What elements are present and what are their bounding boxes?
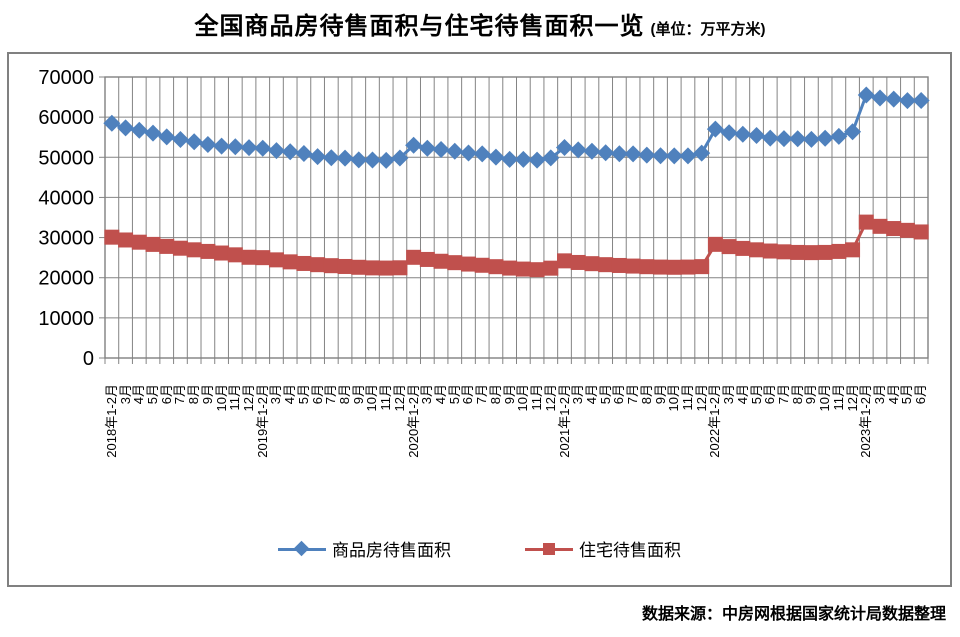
legend-item-commercial: 商品房待售面积 (278, 536, 451, 561)
legend-label-residential: 住宅待售面积 (579, 541, 681, 560)
legend-diamond-marker-icon (278, 540, 326, 556)
chart-title: 全国商品房待售面积与住宅待售面积一览 (194, 13, 645, 40)
svg-text:10000: 10000 (38, 308, 94, 330)
legend-label-commercial: 商品房待售面积 (332, 541, 451, 560)
chart-legend: 商品房待售面积 住宅待售面积 (9, 536, 950, 561)
data-source-note: 数据来源：中房网根据国家统计局数据整理 (641, 606, 946, 623)
svg-text:0: 0 (83, 348, 94, 370)
chart-plot-area: 0 10000 20000 30000 40000 50000 60000 70000 (38, 67, 930, 370)
svg-text:40000: 40000 (38, 187, 94, 209)
svg-text:70000: 70000 (38, 67, 94, 89)
gridlines (99, 76, 929, 364)
svg-text:50000: 50000 (38, 147, 94, 169)
series-residential (104, 214, 929, 278)
legend-square-marker-icon (525, 542, 573, 556)
svg-text:20000: 20000 (38, 268, 94, 290)
svg-text:60000: 60000 (38, 107, 94, 129)
chart-unit-label: (单位：万平方米) (650, 21, 766, 38)
series-commercial (103, 86, 930, 169)
y-axis-labels: 0 10000 20000 30000 40000 50000 60000 70000 (38, 67, 94, 370)
plot-border (104, 76, 929, 359)
chart-header: 全国商品房待售面积与住宅待售面积一览 (单位：万平方米) (0, 6, 960, 41)
legend-item-residential: 住宅待售面积 (525, 536, 681, 561)
svg-text:30000: 30000 (38, 228, 94, 250)
chart-frame: 0 10000 20000 30000 40000 50000 60000 70000 201… (7, 52, 952, 587)
